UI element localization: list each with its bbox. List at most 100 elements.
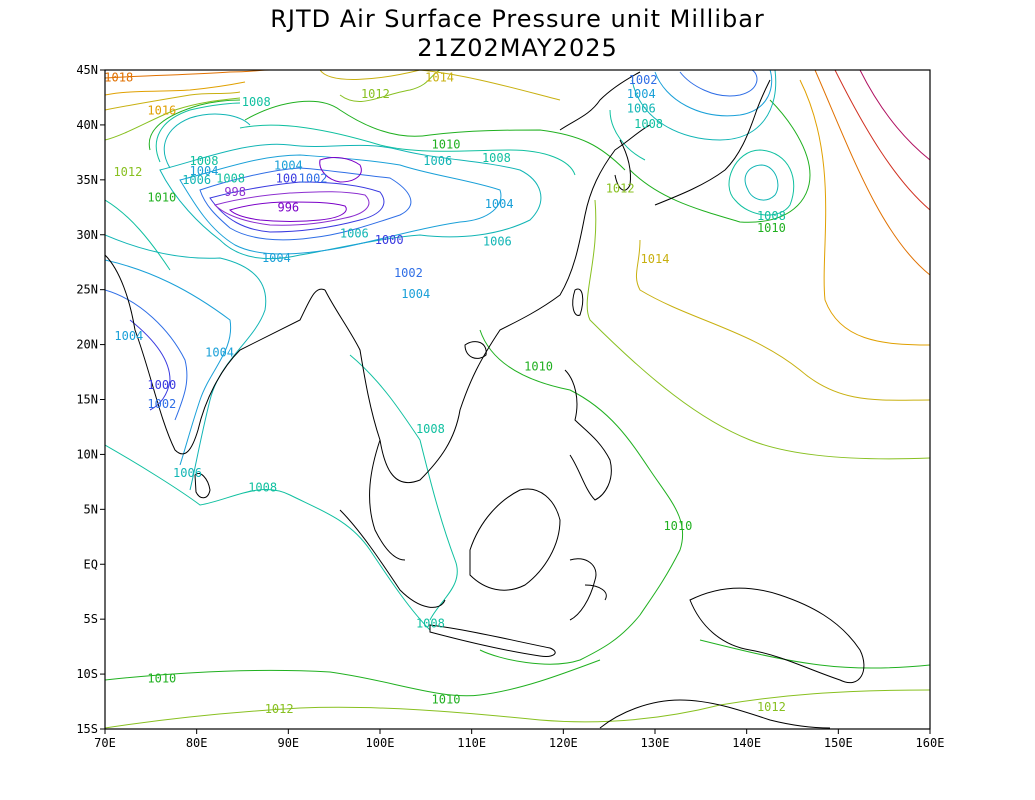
lon-tick-label: 80E bbox=[186, 736, 208, 750]
coast-china-n bbox=[559, 71, 641, 131]
isobar-label-1008: 1008 bbox=[248, 480, 277, 494]
isobar-1010-w bbox=[148, 99, 241, 151]
isobar-1010-e bbox=[629, 99, 811, 223]
lon-tick-label: 160E bbox=[916, 736, 945, 750]
isobars bbox=[105, 70, 930, 729]
isobar-1008-sea bbox=[349, 354, 458, 621]
coast-sulawesi bbox=[569, 558, 607, 621]
isobar-1002-t bbox=[199, 167, 412, 241]
isobar-label-1008: 1008 bbox=[416, 422, 445, 436]
isobar-1010-pac bbox=[699, 639, 930, 669]
isobar-1012-s bbox=[105, 689, 930, 729]
coastlines bbox=[105, 71, 865, 729]
isobar-label-1010: 1010 bbox=[432, 692, 461, 706]
isobar-label-1012: 1012 bbox=[265, 702, 294, 716]
isobar-1006-t bbox=[159, 143, 542, 260]
coast-australia bbox=[599, 699, 831, 729]
latitude-axis: 45N 40N 35N 30N 25N 20N 15N 10N 5N EQ 5S 10S 15S bbox=[76, 63, 105, 736]
isobar-996-t2 bbox=[319, 157, 362, 183]
isobar-label-1004: 1004 bbox=[190, 164, 219, 178]
isobar-1010-sea bbox=[479, 329, 684, 665]
isobar-1002-in bbox=[105, 289, 188, 421]
isobar-label-1010: 1010 bbox=[147, 190, 176, 204]
lon-tick-label: 130E bbox=[641, 736, 670, 750]
lat-tick-label: 40N bbox=[76, 118, 98, 132]
lat-tick-label: 25N bbox=[76, 283, 98, 297]
isobar-label-996: 996 bbox=[277, 200, 299, 214]
isobar-1018 bbox=[814, 70, 930, 276]
isobar-label-1006: 1006 bbox=[483, 234, 512, 248]
coast-philippines bbox=[564, 369, 612, 501]
isobar-label-1008: 1008 bbox=[416, 617, 445, 631]
isobar-label-1008: 1008 bbox=[216, 172, 245, 186]
isobar-1006-w2 bbox=[163, 113, 251, 169]
isobar-label-1008: 1008 bbox=[634, 117, 663, 131]
isobar-1010-n bbox=[244, 100, 626, 171]
isobar-label-1004: 1004 bbox=[485, 197, 514, 211]
isobar-1012-w bbox=[105, 97, 241, 141]
isobar-label-1010: 1010 bbox=[432, 138, 461, 152]
lat-tick-label: 45N bbox=[76, 63, 98, 77]
lon-tick-label: 100E bbox=[366, 736, 395, 750]
lon-tick-label: 150E bbox=[824, 736, 853, 750]
isobar-998-t bbox=[214, 191, 370, 226]
coast-india bbox=[105, 254, 326, 455]
isobar-label-1006: 1006 bbox=[627, 101, 656, 115]
lat-tick-label: 15S bbox=[76, 722, 98, 736]
lat-tick-label: 20N bbox=[76, 338, 98, 352]
isobar-1014 bbox=[635, 239, 930, 401]
isobar-1004-t bbox=[179, 154, 502, 255]
isobar-label-1000: 1000 bbox=[375, 233, 404, 247]
lat-tick-label: 5S bbox=[84, 612, 98, 626]
isobar-label-1008: 1008 bbox=[190, 154, 219, 168]
coast-srilanka bbox=[194, 473, 211, 499]
lat-tick-label: 10S bbox=[76, 667, 98, 681]
isobar-label-1002: 1002 bbox=[147, 397, 176, 411]
isobar-1000-in bbox=[129, 319, 171, 411]
isobar-label-1000: 1000 bbox=[147, 378, 176, 392]
isobar-label-998: 998 bbox=[224, 185, 246, 199]
lon-tick-label: 140E bbox=[732, 736, 761, 750]
isobar-label-1012: 1012 bbox=[757, 700, 786, 714]
isobar-labels: 1018 101410121016100810021004100610081010… bbox=[104, 71, 786, 717]
isobar-label-1004: 1004 bbox=[627, 87, 656, 101]
isobar-label-1014: 1014 bbox=[641, 252, 670, 266]
isobar-label-1008: 1008 bbox=[242, 95, 271, 109]
map-frame bbox=[104, 69, 931, 730]
isobar-label-1008: 1008 bbox=[757, 209, 786, 223]
isobar-996-t bbox=[229, 201, 347, 222]
lon-tick-label: 70E bbox=[94, 736, 116, 750]
isobar-1016-w bbox=[105, 81, 246, 96]
longitude-axis: 70E 80E 90E 100E 110E 120E 130E 140E 150E 160E bbox=[94, 729, 944, 750]
isobar-label-1018: 1018 bbox=[104, 71, 133, 85]
isobar-label-1012: 1012 bbox=[113, 165, 142, 179]
coast-malay bbox=[369, 439, 406, 561]
isobar-label-1016: 1016 bbox=[147, 104, 176, 118]
isobar-1006-in bbox=[105, 234, 267, 491]
lat-tick-label: 30N bbox=[76, 228, 98, 242]
isobar-1006-ne bbox=[631, 70, 777, 141]
isobar-1008-jp bbox=[728, 149, 795, 216]
lon-tick-label: 120E bbox=[549, 736, 578, 750]
lat-tick-label: 10N bbox=[76, 447, 98, 461]
isobar-label-1002: 1002 bbox=[629, 73, 658, 87]
isobar-label-1006: 1006 bbox=[340, 227, 369, 241]
isobar-1006-jp bbox=[744, 164, 779, 201]
isobar-1004-ne bbox=[654, 70, 773, 117]
isobar-label-1000: 100 bbox=[276, 172, 298, 186]
isobar-1008-ne bbox=[609, 109, 646, 161]
isobar-1012-n bbox=[339, 70, 441, 102]
isobar-label-1012: 1012 bbox=[361, 87, 390, 101]
coast-borneo bbox=[469, 488, 561, 591]
isobar-label-1002: 1002 bbox=[299, 172, 328, 186]
lat-tick-label: EQ bbox=[84, 557, 98, 571]
lon-tick-label: 90E bbox=[277, 736, 299, 750]
isobar-1020 bbox=[834, 70, 930, 211]
coast-hainan bbox=[464, 341, 487, 359]
isobar-label-1010: 1010 bbox=[663, 519, 692, 533]
isobar-1014-w bbox=[105, 91, 241, 111]
isobar-label-1010: 1010 bbox=[524, 360, 553, 374]
isobar-1022 bbox=[859, 70, 930, 161]
coast-java bbox=[429, 624, 556, 657]
